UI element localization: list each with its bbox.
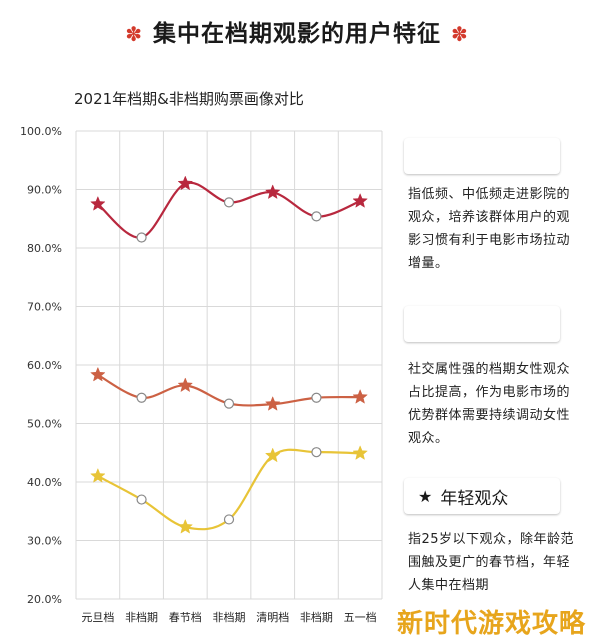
- callout-label: 年轻观众: [440, 488, 509, 509]
- data-point-circle: [136, 232, 147, 243]
- x-tick-label: 春节档: [169, 610, 202, 624]
- data-point-star: [264, 396, 281, 411]
- star-icon: ★: [418, 486, 433, 506]
- data-point-star: [90, 195, 106, 211]
- callout-label: 女性观众: [440, 316, 509, 337]
- y-tick-label: 50.0%: [27, 418, 62, 431]
- data-point-circle: [136, 392, 147, 403]
- data-point-star: [352, 388, 368, 404]
- data-point-star: [264, 184, 281, 200]
- callout-low-frequency: ★ “低频观众”: [404, 138, 560, 174]
- callout-description: 社交属性强的档期女性观众占比提高，作为电影市场的优势群体需要持续调动女性观众。: [408, 362, 571, 446]
- data-point-circle: [223, 398, 235, 409]
- x-tick-label: 元旦档: [81, 610, 114, 624]
- y-tick-label: 80.0%: [27, 242, 62, 255]
- series-line: [97, 181, 361, 239]
- watermark: 新时代游戏攻略: [396, 609, 586, 639]
- star-icon: ★: [418, 314, 433, 334]
- x-tick-label: 清明档: [256, 610, 289, 624]
- data-point-star: [90, 467, 106, 483]
- data-point-star: [177, 377, 194, 393]
- data-point-circle: [136, 494, 147, 505]
- callout-young: ★ 年轻观众: [404, 478, 560, 514]
- data-point-circle: [223, 514, 235, 525]
- y-tick-label: 70.0%: [27, 301, 62, 314]
- flower-deco-icon: ✽: [125, 22, 143, 46]
- star-icon: ★: [418, 146, 433, 166]
- chart-title: 2021年档期&非档期购票画像对比: [74, 90, 304, 108]
- y-tick-label: 30.0%: [27, 535, 62, 548]
- x-tick-label: 非档期: [213, 610, 246, 624]
- data-point-star: [352, 193, 368, 208]
- page-title-text: 集中在档期观影的用户特征: [153, 21, 441, 47]
- data-point-circle: [223, 197, 235, 208]
- data-point-star: [177, 175, 194, 191]
- y-tick-label: 90.0%: [27, 184, 62, 197]
- data-point-star: [352, 445, 368, 460]
- callout-description: 指低频、中低频走进影院的观众，培养该群体用户的观影习惯有利于电影市场拉动增量。: [408, 187, 571, 271]
- y-tick-label: 20.0%: [27, 593, 62, 606]
- flower-deco-icon: ✽: [451, 22, 469, 46]
- x-tick-label: 五一档: [344, 610, 377, 624]
- data-point-star: [264, 447, 281, 463]
- data-point-circle: [311, 447, 322, 458]
- callout-description: 指25岁以下观众，除年龄范围触及更广的春节档，年轻人集中在档期: [408, 532, 575, 593]
- data-point-star: [90, 366, 106, 382]
- y-tick-label: 100.0%: [20, 125, 62, 138]
- data-point-circle: [311, 211, 322, 222]
- y-tick-label: 60.0%: [27, 359, 62, 372]
- data-point-star: [177, 518, 194, 534]
- x-tick-label: 非档期: [300, 610, 333, 624]
- callout-female: ★ 女性观众: [404, 306, 560, 342]
- y-tick-label: 40.0%: [27, 476, 62, 489]
- data-point-circle: [311, 392, 322, 403]
- x-tick-label: 非档期: [125, 610, 158, 624]
- page-title: ✽ 集中在档期观影的用户特征 ✽: [0, 14, 594, 48]
- callout-label: “低频观众”: [440, 148, 526, 169]
